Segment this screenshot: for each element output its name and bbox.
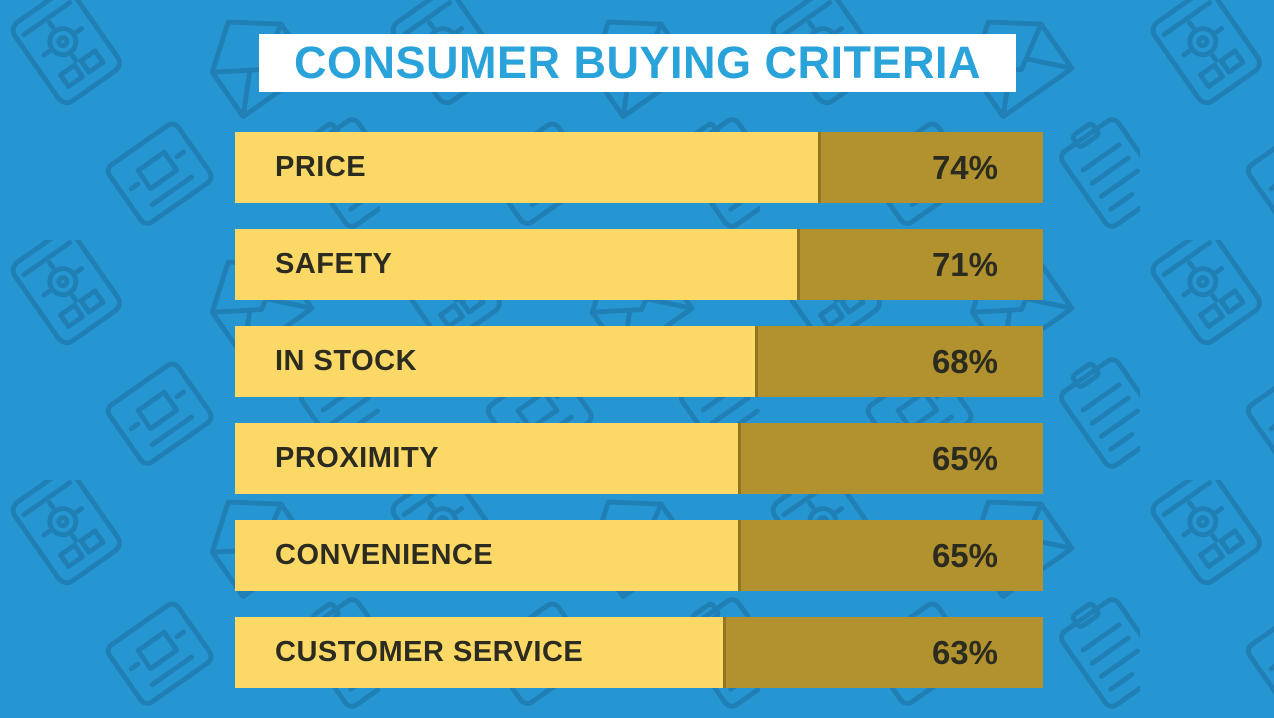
bar-category-label: SAFETY bbox=[275, 248, 393, 280]
bar-row-proximity: PROXIMITY 65% bbox=[235, 423, 1043, 494]
bar-category-label: CUSTOMER SERVICE bbox=[275, 636, 584, 668]
bar-list: PRICE 74% SAFETY 71% IN STOCK 68% PROXIMITY 65%… bbox=[235, 132, 1043, 688]
chart-title-box: CONSUMER BUYING CRITERIA bbox=[259, 34, 1016, 92]
bar-category-label: IN STOCK bbox=[275, 345, 418, 377]
bar-category-label: PRICE bbox=[275, 151, 367, 183]
bar-remainder: 65% bbox=[738, 423, 1043, 494]
bar-remainder: 63% bbox=[723, 617, 1043, 688]
bar-fill: PROXIMITY bbox=[235, 423, 739, 494]
bar-value-label: 65% bbox=[931, 536, 998, 574]
bar-fill: CUSTOMER SERVICE bbox=[235, 617, 724, 688]
bar-remainder: 74% bbox=[818, 132, 1043, 203]
bar-category-label: CONVENIENCE bbox=[275, 539, 494, 571]
bar-row-in-stock: IN STOCK 68% bbox=[235, 326, 1043, 397]
bar-value-label: 68% bbox=[931, 342, 998, 380]
bar-row-safety: SAFETY 71% bbox=[235, 229, 1043, 300]
bar-value-label: 65% bbox=[931, 439, 998, 477]
bar-value-label: 63% bbox=[931, 633, 998, 671]
bar-remainder: 65% bbox=[737, 520, 1043, 591]
bar-remainder: 68% bbox=[754, 326, 1043, 397]
bar-fill: PRICE bbox=[235, 132, 819, 203]
bar-category-label: PROXIMITY bbox=[275, 442, 440, 474]
bar-remainder: 71% bbox=[796, 229, 1043, 300]
bar-value-label: 71% bbox=[931, 245, 998, 283]
bar-row-convenience: CONVENIENCE 65% bbox=[235, 520, 1043, 591]
chart-title: CONSUMER BUYING CRITERIA bbox=[293, 37, 982, 88]
bar-row-customer-service: CUSTOMER SERVICE 63% bbox=[235, 617, 1043, 688]
bar-fill: SAFETY bbox=[235, 229, 797, 300]
bar-fill: IN STOCK bbox=[235, 326, 755, 397]
bar-fill: CONVENIENCE bbox=[235, 520, 738, 591]
bar-value-label: 74% bbox=[931, 148, 998, 186]
bar-row-price: PRICE 74% bbox=[235, 132, 1043, 203]
